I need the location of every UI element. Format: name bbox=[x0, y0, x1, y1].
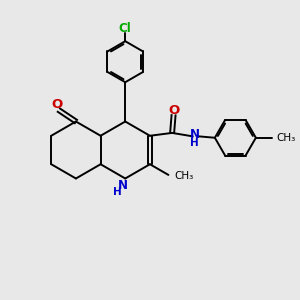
Text: N: N bbox=[190, 128, 200, 141]
Text: CH₃: CH₃ bbox=[175, 171, 194, 181]
Text: O: O bbox=[168, 103, 179, 117]
Text: N: N bbox=[118, 179, 128, 192]
Text: H: H bbox=[113, 187, 122, 196]
Text: CH₃: CH₃ bbox=[277, 133, 296, 143]
Text: Cl: Cl bbox=[119, 22, 132, 35]
Text: H: H bbox=[190, 138, 199, 148]
Text: O: O bbox=[52, 98, 63, 112]
